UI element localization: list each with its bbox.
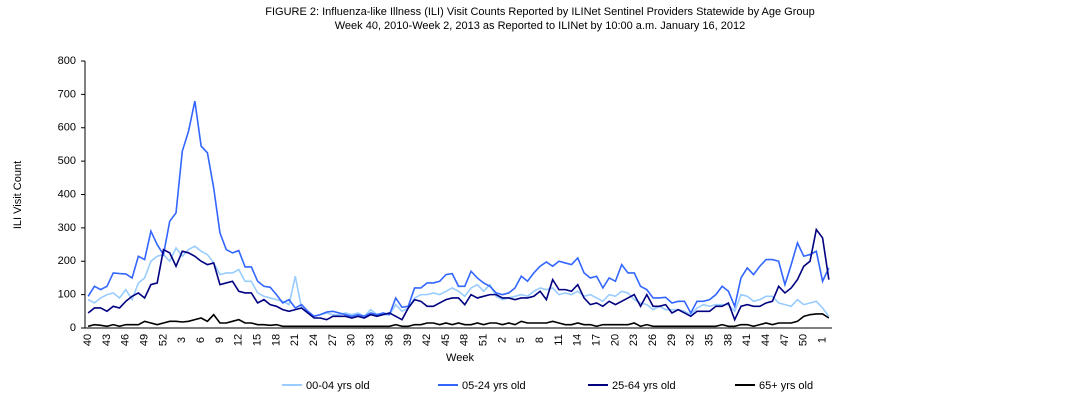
x-tick-label: 50 (798, 334, 810, 346)
legend-label: 00-04 yrs old (306, 380, 370, 392)
x-tick-label: 45 (440, 334, 452, 346)
y-tick-label: 100 (58, 289, 76, 301)
x-tick-label: 15 (252, 334, 264, 346)
x-tick-label: 17 (591, 334, 603, 346)
x-tick-label: 36 (383, 334, 395, 346)
x-tick-label: 12 (233, 334, 245, 346)
x-tick-label: 39 (402, 334, 414, 346)
x-tick-label: 3 (176, 337, 188, 343)
y-tick-label: 800 (58, 55, 76, 67)
x-tick-label: 26 (647, 334, 659, 346)
x-tick-label: 20 (609, 334, 621, 346)
x-tick-label: 46 (120, 334, 132, 346)
x-tick-label: 41 (741, 334, 753, 346)
x-tick-label: 8 (534, 337, 546, 343)
x-tick-label: 6 (195, 337, 207, 343)
x-tick-label: 51 (478, 334, 490, 346)
x-tick-label: 1 (816, 337, 828, 343)
x-tick-label: 9 (214, 337, 226, 343)
chart-title: FIGURE 2: Influenza-like Illness (ILI) V… (265, 6, 814, 18)
x-tick-label: 18 (270, 334, 282, 346)
y-tick-label: 0 (70, 322, 76, 334)
x-tick-label: 23 (628, 334, 640, 346)
series-line (87, 245, 830, 318)
y-tick-label: 200 (58, 255, 76, 267)
x-tick-label: 35 (703, 334, 715, 346)
x-tick-label: 21 (289, 334, 301, 346)
x-tick-label: 33 (365, 334, 377, 346)
y-tick-label: 400 (58, 188, 76, 200)
x-tick-label: 5 (515, 337, 527, 343)
x-tick-label: 44 (760, 334, 772, 346)
x-tick-label: 42 (421, 334, 433, 346)
x-tick-label: 32 (685, 334, 697, 346)
chart-subtitle: Week 40, 2010-Week 2, 2013 as Reported t… (335, 20, 746, 32)
x-tick-label: 24 (308, 334, 320, 346)
x-tick-label: 11 (553, 334, 565, 345)
x-tick-label: 27 (327, 334, 339, 346)
series-line (87, 100, 830, 318)
x-tick-label: 30 (346, 334, 358, 346)
x-tick-label: 52 (157, 334, 169, 346)
x-tick-label: 2 (496, 337, 508, 343)
x-tick-label: 48 (459, 334, 471, 346)
legend-label: 65+ yrs old (759, 380, 813, 392)
x-tick-label: 43 (101, 334, 113, 346)
y-tick-label: 600 (58, 122, 76, 134)
x-tick-label: 38 (722, 334, 734, 346)
x-tick-label: 49 (139, 334, 151, 346)
legend-label: 25-64 yrs old (612, 380, 676, 392)
x-tick-label: 14 (572, 334, 584, 346)
series-line (87, 227, 830, 322)
x-axis-label: Week (446, 352, 474, 364)
y-tick-label: 300 (58, 222, 76, 234)
y-axis-label: ILI Visit Count (12, 161, 24, 229)
legend-label: 05-24 yrs old (462, 380, 526, 392)
y-tick-label: 700 (58, 88, 76, 100)
x-tick-label: 47 (779, 334, 791, 346)
x-tick-label: 40 (82, 334, 94, 346)
y-tick-label: 500 (58, 155, 76, 167)
series-line (87, 313, 830, 328)
x-tick-label: 29 (666, 334, 678, 346)
